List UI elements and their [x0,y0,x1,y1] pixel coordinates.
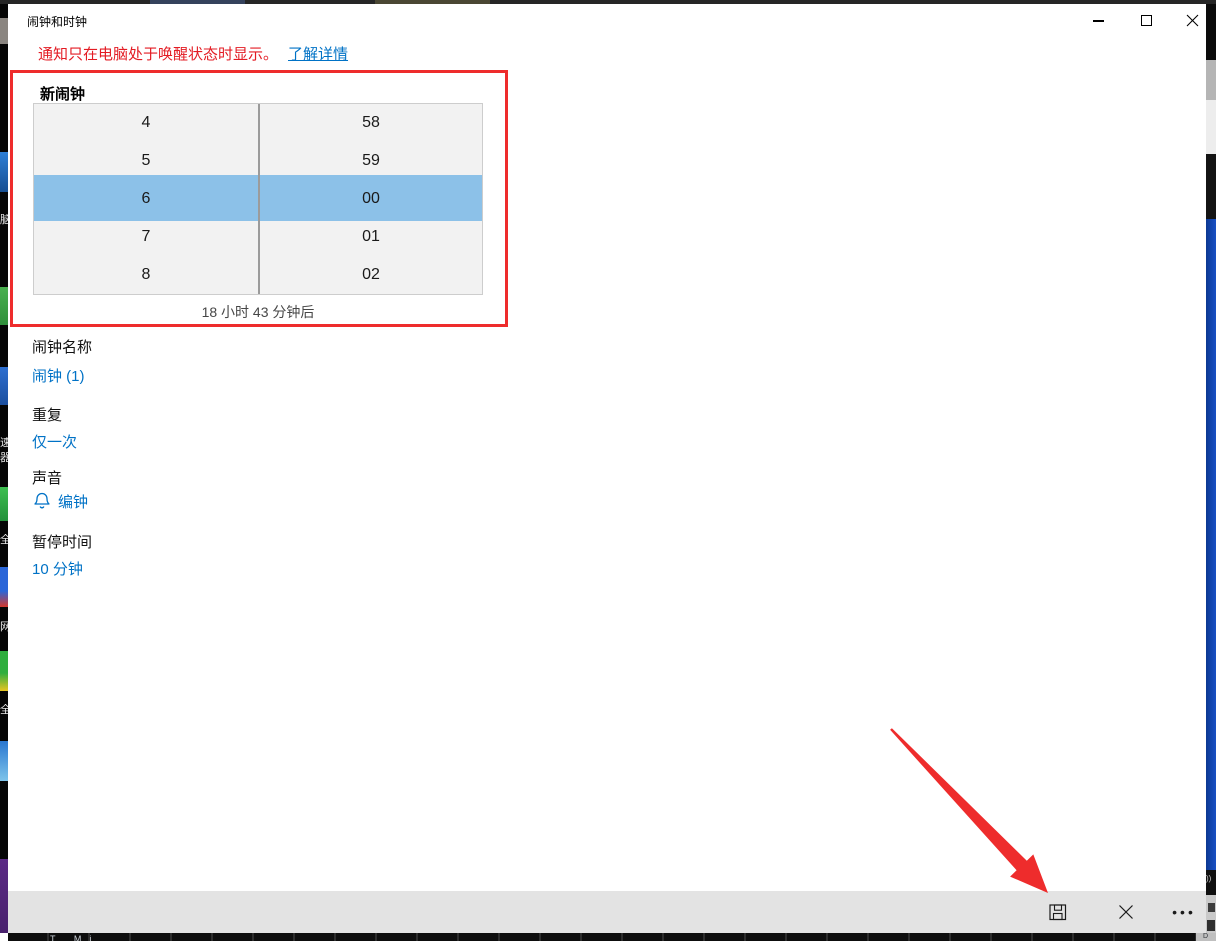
taskbar-text-fragment: T Mi [50,934,100,941]
window-edge-sliver [1206,4,1216,60]
desktop-icon-sliver [0,152,8,192]
desktop-top-patch [375,0,490,4]
minute-option-selected[interactable]: 00 [362,190,380,207]
notice-text: 通知只在电脑处于唤醒状态时显示。 [38,46,279,63]
sound-label: 声音 [32,470,63,487]
desktop-icon-label: 全 [0,534,8,546]
more-icon: ••• [1172,904,1196,920]
window-title: 闹钟和时钟 [27,15,88,29]
minimize-icon [1093,20,1104,22]
relative-time-note: 18 小时 43 分钟后 [201,304,315,320]
snooze-label: 暂停时间 [32,534,93,551]
desktop-icon-sliver [0,18,8,44]
desktop-icon-label: 网 [0,621,8,633]
learn-more-link[interactable]: 了解详情 [288,46,349,63]
cancel-button[interactable] [1107,895,1145,929]
save-button[interactable] [1039,895,1077,929]
window-edge-sliver [1206,100,1216,154]
hour-option-selected[interactable]: 6 [141,190,151,207]
desktop-icon-label: 全 [0,704,8,716]
desktop-icon-sliver [0,367,8,405]
desktop-icon-label: 器 [0,452,8,464]
sound-value[interactable]: 编钟 [34,491,88,512]
tray-edge-sliver [1206,895,1216,941]
more-options-button[interactable]: ••• [1165,895,1203,929]
desktop-icon-sliver [0,651,8,691]
alarm-name-value[interactable]: 闹钟 (1) [32,368,85,385]
tray-icon-sliver [1208,903,1215,912]
desktop-right-edge-strip: )) [1206,4,1216,941]
desktop-icon-label: 速 [0,437,8,449]
window-edge-sliver [1206,219,1216,870]
hour-option[interactable]: 4 [141,114,151,131]
maximize-icon [1141,14,1152,26]
hour-option[interactable]: 8 [141,266,151,283]
desktop-icon-sliver [0,859,8,933]
close-button[interactable] [1170,4,1215,36]
maximize-button[interactable] [1124,4,1169,36]
minute-column: 58 59 00 01 02 [259,104,483,294]
bell-icon [34,492,50,511]
time-picker: 4 5 6 7 8 58 59 00 01 02 [33,103,483,295]
hour-column: 4 5 6 7 8 [34,104,258,294]
minimize-button[interactable] [1076,4,1121,36]
snooze-value[interactable]: 10 分钟 [32,561,83,578]
volume-icon: )) [1206,874,1212,883]
desktop-icon-sliver [0,741,8,781]
tray-icon-sliver [1207,920,1215,931]
tray-edge-sliver [1206,870,1216,895]
minute-option[interactable]: 58 [362,114,380,131]
alarm-name-label: 闹钟名称 [32,339,93,356]
alarms-clock-window: 闹钟和时钟 通知只在电脑处于唤醒状态时显示。 了解详情 新闹钟 4 5 6 7 8 [8,4,1206,933]
taskbar-corner-sliver: D [1196,933,1216,941]
desktop-icon-sliver [0,567,8,607]
hour-option[interactable]: 7 [141,228,151,245]
minute-option[interactable]: 02 [362,266,380,283]
picker-divider [258,104,260,294]
command-bar: ••• [8,891,1206,933]
taskbar-edge-strip: T Mi [8,933,1196,941]
sound-value-text: 编钟 [58,494,89,511]
minute-option[interactable]: 01 [362,228,380,245]
desktop-icon-label: 脑 [0,214,8,226]
repeat-value[interactable]: 仅一次 [32,434,78,451]
desktop-top-patch [150,0,245,4]
repeat-label: 重复 [32,407,63,424]
desktop-icon-sliver [0,287,8,325]
window-edge-sliver [1206,60,1216,100]
desktop-left-edge-strip: 脑 速 器 全 网 全 [0,4,8,933]
save-icon [1049,903,1067,920]
desktop-top-edge [0,0,1216,4]
desktop-icon-sliver [0,487,8,521]
wake-notice: 通知只在电脑处于唤醒状态时显示。 了解详情 [38,43,348,64]
new-alarm-heading: 新闹钟 [40,86,86,103]
minute-option[interactable]: 59 [362,152,380,169]
close-icon [1119,905,1133,919]
close-icon [1186,14,1199,26]
hour-option[interactable]: 5 [141,152,151,169]
window-edge-sliver [1206,154,1216,219]
